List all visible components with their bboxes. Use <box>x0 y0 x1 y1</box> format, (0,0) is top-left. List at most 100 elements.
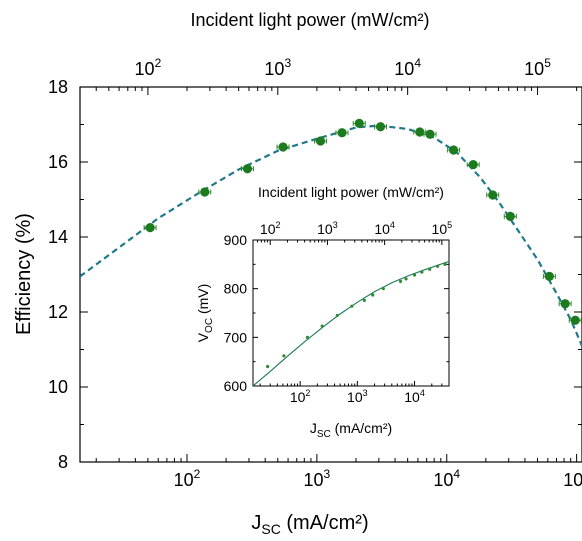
main-y-tick-label: 18 <box>48 77 68 97</box>
inset-top-axis-title: Incident light power (mW/cm²) <box>258 184 444 200</box>
inset-x-tick-label-base: 10 <box>347 389 363 405</box>
main-data-point <box>415 127 425 137</box>
inset-data-point <box>412 273 417 277</box>
inset-y-tick-label: 900 <box>224 232 248 248</box>
x-axis-title: JSC (mA/cm²) <box>251 512 368 537</box>
main-top-tick-label-exp: 3 <box>284 56 291 70</box>
main-data-point <box>448 145 459 155</box>
inset-y-axis-title-sub: OC <box>204 318 215 333</box>
main-data-point <box>242 164 253 174</box>
main-data-point <box>544 271 554 281</box>
inset-fit-curve <box>253 260 449 386</box>
main-data-point <box>468 160 478 170</box>
inset-x-tick-label: 103 <box>347 388 368 405</box>
inset-data-point <box>266 364 270 369</box>
main-top-tick-label-base: 10 <box>524 59 544 79</box>
inset-x-axis-title-unit: (mA/cm²) <box>331 420 392 436</box>
inset-top-tick-label-exp: 3 <box>333 220 338 230</box>
inset-x-tick-label-exp: 3 <box>363 388 368 398</box>
inset-top-tick-label: 104 <box>374 220 395 237</box>
inset-y-axis-title-main: V <box>195 332 211 342</box>
inset-data-point <box>335 313 339 318</box>
inset-y-tick-label: 600 <box>224 378 248 394</box>
main-y-tick-label: 10 <box>48 377 68 397</box>
x-axis-title-main: J <box>251 512 261 534</box>
inset-y-axis-title: VOC (mV) <box>195 284 215 343</box>
main-y-tick-label: 16 <box>48 152 68 172</box>
inset-data-point <box>320 324 324 328</box>
main-fit-line <box>80 124 582 347</box>
main-x-tick-label: 105 <box>563 467 582 490</box>
main-x-tick-label-exp: 3 <box>324 467 331 481</box>
inset-x-tick-label: 104 <box>404 388 425 405</box>
inset-data-point <box>381 287 385 291</box>
top-axis-title: Incident light power (mW/cm²) <box>190 10 429 30</box>
inset-y-tick-label: 800 <box>224 281 248 297</box>
inset-y-axis-title-unit: (mV) <box>195 284 211 318</box>
main-x-tick-label-exp: 2 <box>194 467 201 481</box>
x-axis-title-unit: (mA/cm²) <box>281 512 369 534</box>
inset-x-axis-title-main: J <box>310 420 317 436</box>
inset-data-point <box>435 264 440 268</box>
main-data-point <box>570 315 580 325</box>
main-data-point <box>200 187 210 197</box>
inset-top-tick-label-exp: 5 <box>447 220 452 230</box>
inset-top-tick-label-exp: 4 <box>390 220 395 230</box>
inset-x-tick-label-base: 10 <box>290 389 306 405</box>
main-x-tick-label: 102 <box>174 467 201 490</box>
inset-top-tick-label: 105 <box>432 220 453 237</box>
inset-data-point <box>362 298 366 302</box>
main-x-tick-label-base: 10 <box>174 470 194 490</box>
main-top-tick-label-base: 10 <box>264 59 284 79</box>
inset-top-tick-label-exp: 2 <box>276 220 281 230</box>
main-top-tick-label-base: 10 <box>135 59 155 79</box>
main-y-tick-label: 12 <box>48 302 68 322</box>
main-top-tick-label-exp: 5 <box>544 56 551 70</box>
inset-plot-frame <box>252 239 450 387</box>
main-x-tick-label-base: 10 <box>433 470 453 490</box>
main-top-tick-label-base: 10 <box>394 59 414 79</box>
main-y-tick-label: 8 <box>58 452 68 472</box>
main-data-point <box>278 142 288 152</box>
main-data-point <box>375 122 386 132</box>
inset-x-axis-title-sub: SC <box>317 429 331 440</box>
inset-data-point <box>443 262 447 266</box>
main-y-tick-label: 14 <box>48 227 68 247</box>
y-axis-title: Efficiency (%) <box>13 213 35 335</box>
inset-data-point <box>398 279 403 283</box>
main-x-tick-label-base: 10 <box>304 470 324 490</box>
main-top-tick-label-exp: 4 <box>414 56 421 70</box>
main-x-tick-label-base: 10 <box>563 470 582 490</box>
main-data-points <box>143 118 582 325</box>
inset-data-point <box>404 277 408 281</box>
main-data-point <box>560 299 570 309</box>
inset-x-axis-title: JSC (mA/cm²) <box>310 420 392 440</box>
main-x-tick-label: 103 <box>304 467 331 490</box>
main-data-point <box>505 211 515 221</box>
main-top-tick-label-exp: 2 <box>155 56 162 70</box>
inset-data-point <box>420 270 424 274</box>
inset-top-tick-label-base: 10 <box>260 221 276 237</box>
main-top-tick-label: 103 <box>264 56 291 79</box>
main-data-point <box>488 190 498 200</box>
main-tick-labels: 10210310410510210310410581012141618 <box>48 56 582 490</box>
inset-x-tick-label: 102 <box>290 388 311 405</box>
inset-y-tick-label: 700 <box>224 329 248 345</box>
inset-data-point <box>350 304 354 308</box>
main-data-point <box>337 128 347 138</box>
inset-x-tick-label-base: 10 <box>404 389 420 405</box>
inset-data-point <box>282 354 286 358</box>
main-data-point <box>145 223 155 233</box>
main-top-tick-label: 104 <box>394 56 421 79</box>
inset-data-point <box>371 293 375 297</box>
inset-axis-ticks <box>252 239 450 387</box>
inset-data-point <box>305 335 310 339</box>
main-plot: 10210310410510210310410581012141618 <box>48 56 582 490</box>
inset-top-tick-label-base: 10 <box>432 221 448 237</box>
inset-top-tick-label: 103 <box>317 220 338 237</box>
main-data-point <box>315 136 326 146</box>
inset-data-points <box>266 262 447 369</box>
main-fit-curve <box>80 124 582 347</box>
